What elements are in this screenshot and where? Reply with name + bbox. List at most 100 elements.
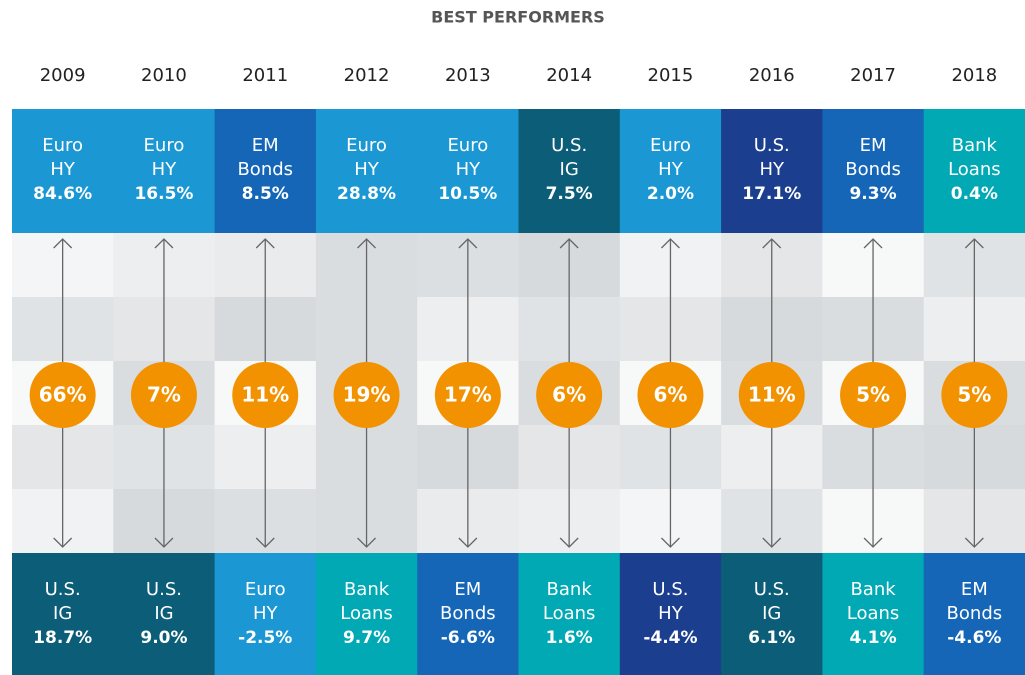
- asset-name: Loans: [340, 603, 393, 624]
- spread-circle: [738, 362, 805, 428]
- asset-name: IG: [560, 159, 579, 180]
- year: 2011: [242, 65, 288, 86]
- return-value: 9.0%: [140, 628, 187, 648]
- asset-name: HY: [152, 159, 178, 180]
- spread-value: 6%: [653, 383, 687, 407]
- asset-name: IG: [154, 603, 173, 624]
- spread-value: 11%: [748, 383, 796, 407]
- asset-name: HY: [253, 603, 279, 624]
- spread-circle: [840, 362, 907, 428]
- spread-value: 6%: [552, 383, 586, 407]
- return-value: 2.0%: [647, 184, 694, 204]
- asset-name: Loans: [847, 603, 900, 624]
- spread-value: 17%: [444, 383, 492, 407]
- return-value: 7.5%: [546, 184, 593, 204]
- best-box: [315, 109, 418, 233]
- asset-name: EM: [252, 135, 279, 156]
- return-value: -6.6%: [441, 628, 495, 648]
- arrow-head: [53, 238, 73, 548]
- year: 2018: [951, 65, 997, 86]
- asset-name: EM: [860, 135, 887, 156]
- return-value: 28.8%: [337, 184, 396, 204]
- spread-value: 11%: [241, 383, 289, 407]
- best-box: [113, 109, 216, 233]
- return-value: 8.5%: [242, 184, 289, 204]
- worst-box: [214, 553, 317, 675]
- asset-name: Bank: [344, 579, 390, 600]
- asset-name: Loans: [543, 603, 596, 624]
- worst-box: [518, 553, 621, 675]
- return-value: 4.1%: [849, 628, 896, 648]
- arrow-head: [863, 238, 883, 548]
- title: BEST PERFORMERS: [431, 8, 605, 27]
- return-value: 9.3%: [849, 184, 896, 204]
- year: 2016: [749, 65, 795, 86]
- arrow-head: [660, 238, 680, 548]
- return-value: 84.6%: [33, 184, 92, 204]
- arrow-head: [357, 238, 377, 548]
- arrow-head: [154, 238, 174, 548]
- arrow-head: [762, 238, 782, 548]
- year: 2010: [141, 65, 187, 86]
- asset-name: IG: [762, 603, 781, 624]
- spread-circle: [130, 362, 197, 428]
- worst-box: [619, 553, 722, 675]
- arrow-head: [255, 238, 275, 548]
- return-value: 16.5%: [134, 184, 193, 204]
- asset-name: Bank: [547, 579, 593, 600]
- asset-name: Bonds: [947, 603, 1003, 624]
- return-value: -2.5%: [238, 628, 292, 648]
- arrow-head: [964, 238, 984, 548]
- asset-name: Bonds: [440, 603, 496, 624]
- asset-name: U.S.: [652, 579, 688, 600]
- year: 2017: [850, 65, 896, 86]
- asset-name: IG: [53, 603, 72, 624]
- asset-name: Bonds: [845, 159, 901, 180]
- asset-name: Euro: [245, 579, 286, 600]
- worst-box: [923, 553, 1025, 675]
- return-value: 1.6%: [546, 628, 593, 648]
- spread-value: 19%: [343, 383, 391, 407]
- spread-circle: [29, 362, 96, 428]
- year: 2012: [344, 65, 390, 86]
- asset-name: U.S.: [754, 579, 790, 600]
- asset-name: HY: [658, 159, 684, 180]
- spread-circle: [434, 362, 501, 428]
- asset-name: U.S.: [146, 579, 182, 600]
- return-value: 9.7%: [343, 628, 390, 648]
- asset-name: U.S.: [551, 135, 587, 156]
- return-value: 10.5%: [438, 184, 497, 204]
- return-value: 17.1%: [742, 184, 801, 204]
- arrow-head: [559, 238, 579, 548]
- year: 2015: [648, 65, 694, 86]
- return-value: -4.6%: [947, 628, 1001, 648]
- asset-name: Euro: [42, 135, 83, 156]
- asset-name: EM: [961, 579, 988, 600]
- best-box: [721, 109, 823, 233]
- best-box: [822, 109, 925, 233]
- asset-name: HY: [354, 159, 380, 180]
- best-box: [214, 109, 317, 233]
- asset-name: U.S.: [754, 135, 790, 156]
- worst-box: [113, 553, 216, 675]
- asset-name: HY: [50, 159, 76, 180]
- return-value: 6.1%: [748, 628, 795, 648]
- asset-name: HY: [759, 159, 785, 180]
- asset-name: Bonds: [237, 159, 293, 180]
- return-value: -4.4%: [643, 628, 697, 648]
- return-value: 18.7%: [33, 628, 92, 648]
- best-box: [417, 109, 519, 233]
- worst-box: [12, 553, 114, 675]
- worst-box: [822, 553, 925, 675]
- asset-name: Euro: [447, 135, 488, 156]
- asset-name: Loans: [948, 159, 1001, 180]
- arrow-head: [458, 238, 478, 548]
- asset-name: Bank: [850, 579, 896, 600]
- asset-name: Euro: [346, 135, 387, 156]
- worst-box: [417, 553, 519, 675]
- spread-circle: [333, 362, 400, 428]
- asset-name: Euro: [650, 135, 691, 156]
- year: 2014: [546, 65, 592, 86]
- best-box: [12, 109, 114, 233]
